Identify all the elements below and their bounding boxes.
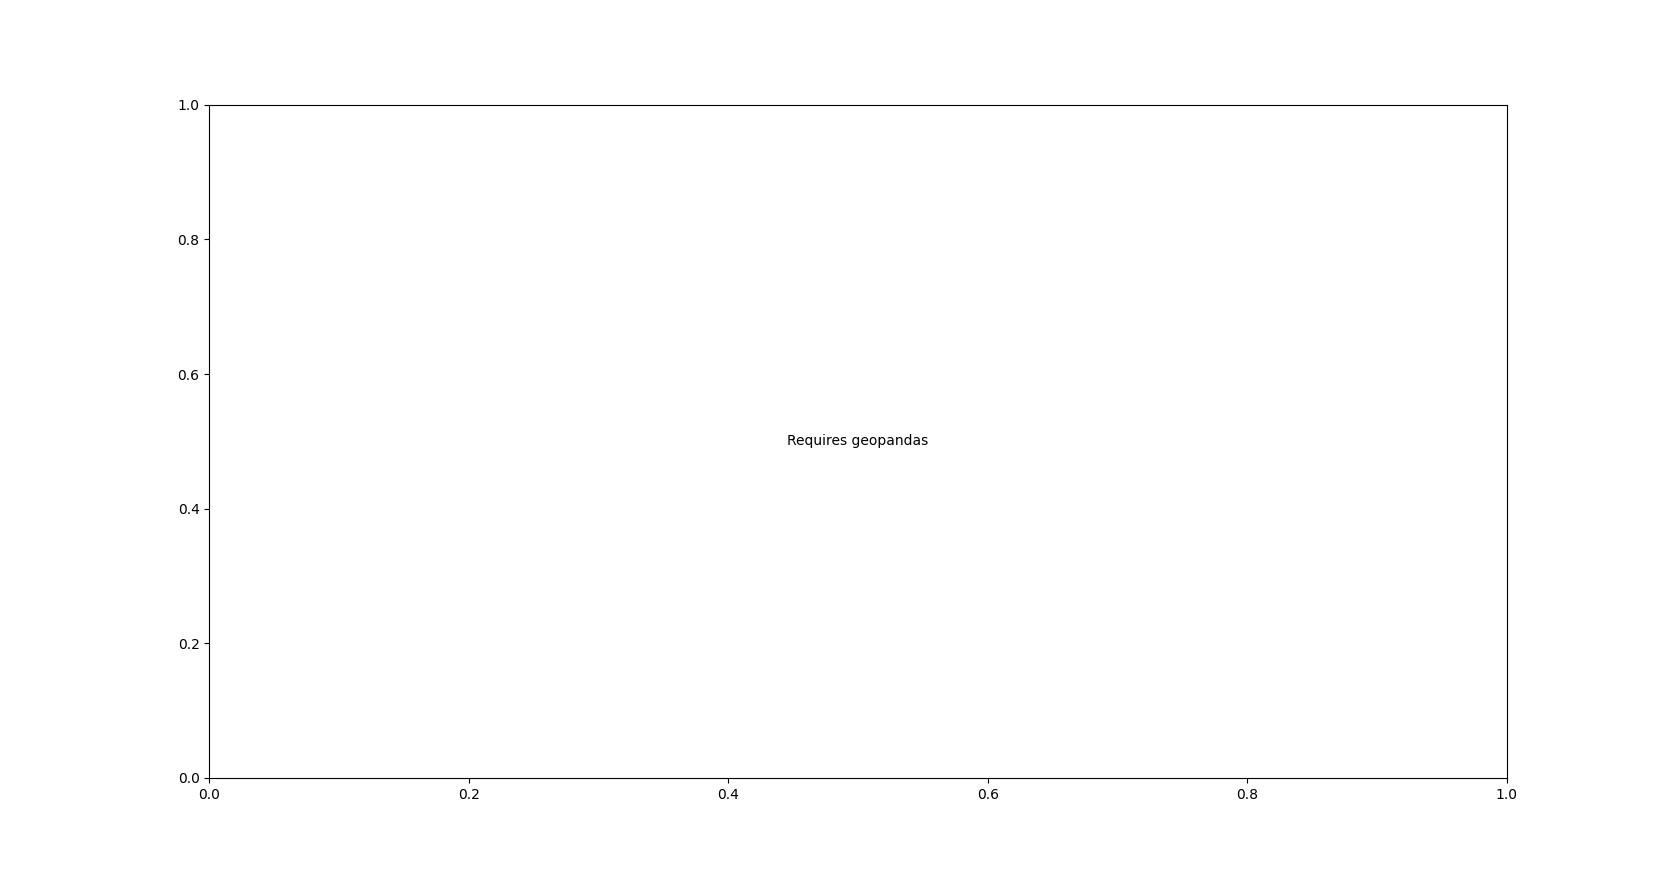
Text: Requires geopandas: Requires geopandas: [786, 434, 929, 448]
